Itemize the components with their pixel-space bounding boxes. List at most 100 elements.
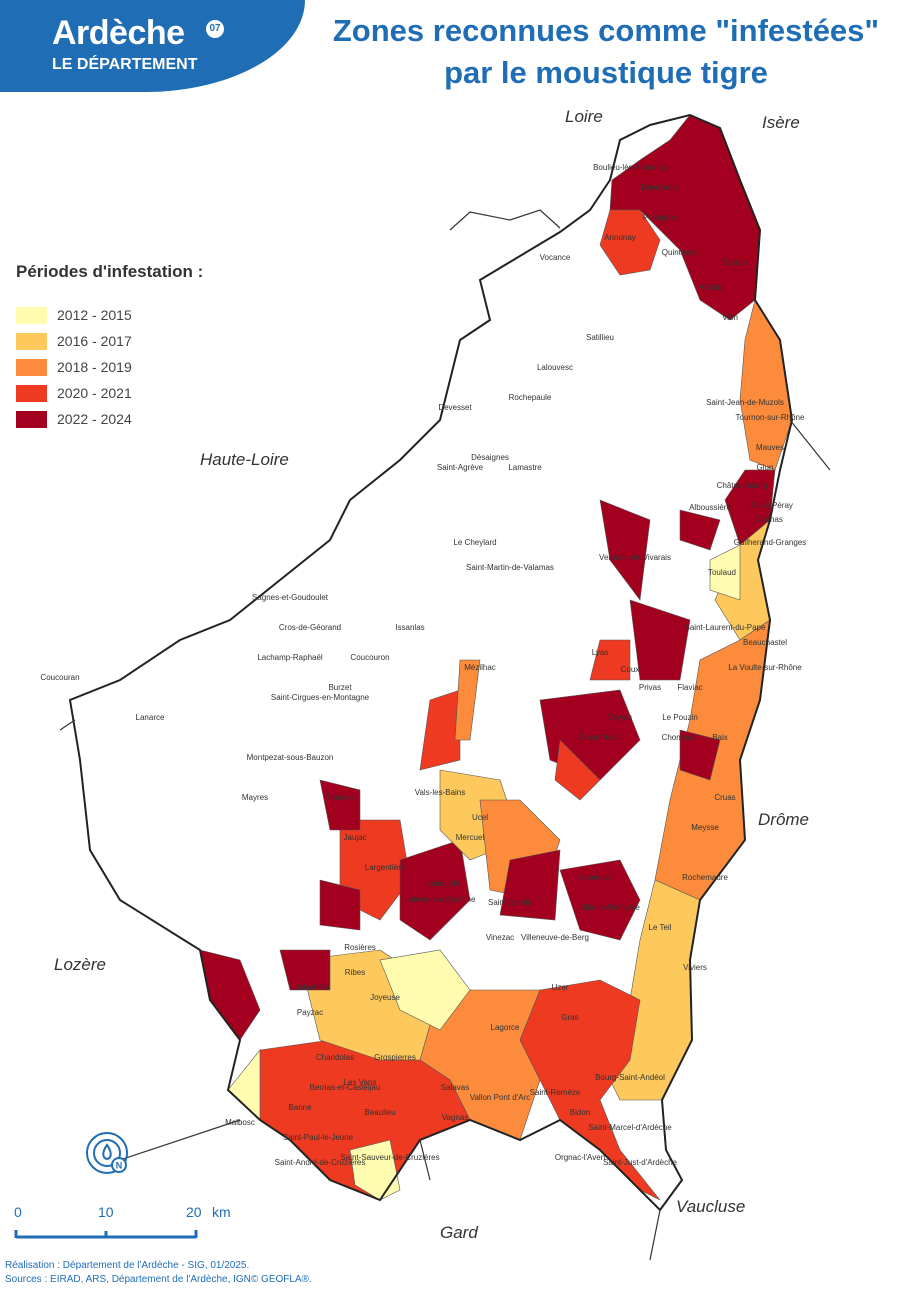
commune-label: Labégude xyxy=(424,879,460,888)
infested-zone xyxy=(379,949,471,1031)
infested-zone xyxy=(554,739,601,801)
map-title: Zones reconnues comme "infestées" par le … xyxy=(332,13,880,90)
commune-label: Le Cheylard xyxy=(453,538,496,547)
commune-label: Vion xyxy=(722,313,738,322)
commune-label: Lablachère xyxy=(290,983,330,992)
commune-label: Aubenas xyxy=(579,873,611,882)
neighbor-label: Isère xyxy=(762,113,800,132)
commune-label: Glun xyxy=(757,463,774,472)
commune-label: Vernoux-en-Vivarais xyxy=(599,553,671,562)
commune-label: Rochepaule xyxy=(509,393,552,402)
commune-label: Les Vans xyxy=(344,1078,377,1087)
scale-bar xyxy=(14,1230,198,1239)
infested-zone xyxy=(454,659,481,741)
commune-label: Davézieux xyxy=(641,183,678,192)
legend-item: 2016 - 2017 xyxy=(16,328,203,354)
commune-label: Ardoix xyxy=(699,283,722,292)
commune-label: Châteaubourg xyxy=(717,481,768,490)
commune-label: Orgnac-l'Aven xyxy=(555,1153,605,1162)
commune-label: Salavas xyxy=(441,1083,469,1092)
commune-label: Coux xyxy=(621,665,640,674)
infested-zone xyxy=(319,779,361,831)
commune-label: Grospierres xyxy=(374,1053,416,1062)
neighbor-label: Drôme xyxy=(758,810,809,829)
infested-zone xyxy=(419,689,461,771)
commune-label: Rochemaure xyxy=(682,873,728,882)
commune-label: Annonay xyxy=(604,233,636,242)
commune-label: Beauchastel xyxy=(743,638,787,647)
commune-label: Veyras xyxy=(608,713,632,722)
infested-zone xyxy=(599,499,651,601)
compass-icon: N xyxy=(86,1132,128,1174)
commune-label: Mayres xyxy=(242,793,268,802)
commune-label: Thueyts xyxy=(326,793,354,802)
infested-zone xyxy=(349,1139,401,1201)
credits: Réalisation : Département de l'Ardèche -… xyxy=(5,1260,312,1285)
commune-label: Ribes xyxy=(345,968,365,977)
commune-label: Saint-Martin-de-Valamas xyxy=(466,563,554,572)
commune-label: Jaujac xyxy=(343,833,366,842)
commune-label: Satillieu xyxy=(586,333,614,342)
commune-label: Privas xyxy=(639,683,661,692)
commune-label: Mézilhac xyxy=(464,663,496,672)
infested-zone xyxy=(399,839,471,941)
infested-zone xyxy=(599,209,661,276)
commune-label: Devesset xyxy=(438,403,472,412)
neighbor-label: Lozère xyxy=(54,955,106,974)
commune-label: Quintenas xyxy=(662,248,698,257)
commune-label: Ucel xyxy=(472,813,488,822)
commune-label: Mercuel xyxy=(456,833,485,842)
neighbor-label: Gard xyxy=(440,1223,478,1242)
commune-label: Cros-de-Géorand xyxy=(279,623,341,632)
commune-label: Meysse xyxy=(691,823,719,832)
commune-label: Vocance xyxy=(540,253,571,262)
commune-label: Sarras xyxy=(723,258,747,267)
commune-label: Baix xyxy=(712,733,728,742)
commune-label: Burzet xyxy=(328,683,352,692)
commune-label: Mauves xyxy=(756,443,784,452)
commune-label: Uzer xyxy=(552,983,569,992)
commune-label: Vals-les-Bains xyxy=(415,788,466,797)
commune-label: Malbosc xyxy=(225,1118,255,1127)
commune-label: Alboussière xyxy=(689,503,731,512)
legend-item: 2022 - 2024 xyxy=(16,406,203,432)
legend-item: 2020 - 2021 xyxy=(16,380,203,406)
legend-title: Périodes d'infestation : xyxy=(16,262,204,281)
commune-label: Coucouron xyxy=(350,653,389,662)
commune-label: Saint-Paul-le-Jeune xyxy=(283,1133,354,1142)
infested-zone xyxy=(589,639,631,681)
commune-label: Saint-Cirgues-en-Montagne xyxy=(271,693,370,702)
legend: Périodes d'infestation : 2012 - 2015 2016… xyxy=(16,262,203,432)
commune-label: Saint-Agrève xyxy=(437,463,484,472)
legend-item: 2012 - 2015 xyxy=(16,302,203,328)
commune-label: Saint-Sernin xyxy=(488,898,532,907)
commune-label: Largentière xyxy=(365,863,406,872)
commune-label: Vallon Pont d'Arc xyxy=(470,1093,531,1102)
legend-swatch xyxy=(16,384,47,402)
commune-label: Lyas xyxy=(592,648,609,657)
commune-label: Saint-Péray xyxy=(751,501,793,510)
legend-swatch xyxy=(16,358,47,376)
legend-swatch xyxy=(16,410,47,428)
commune-label: Toulaud xyxy=(708,568,736,577)
commune-label: Bidon xyxy=(570,1108,590,1117)
neighbor-label: Vaucluse xyxy=(676,1197,745,1216)
commune-label: Désaignes xyxy=(471,453,509,462)
commune-label: Le Pouzin xyxy=(662,713,698,722)
commune-label: Bourg-Saint-Andéol xyxy=(595,1073,665,1082)
commune-label: Alba-la-Romaine xyxy=(580,903,640,912)
commune-label: Vagnas xyxy=(442,1113,469,1122)
legend-swatch xyxy=(16,332,47,350)
commune-label: Lanarce xyxy=(136,713,165,722)
neighbor-label: Loire xyxy=(565,107,603,126)
commune-label: Viviers xyxy=(683,963,707,972)
commune-label: Coucouran xyxy=(40,673,79,682)
commune-label: Sagnes-et-Goudoulet xyxy=(252,593,329,602)
commune-label: Banne xyxy=(288,1103,312,1112)
commune-label: Gras xyxy=(561,1013,578,1022)
svg-text:N: N xyxy=(116,1161,123,1171)
commune-label: Rosières xyxy=(344,943,376,952)
commune-label: Lagorce xyxy=(491,1023,520,1032)
infested-zone xyxy=(709,544,741,601)
